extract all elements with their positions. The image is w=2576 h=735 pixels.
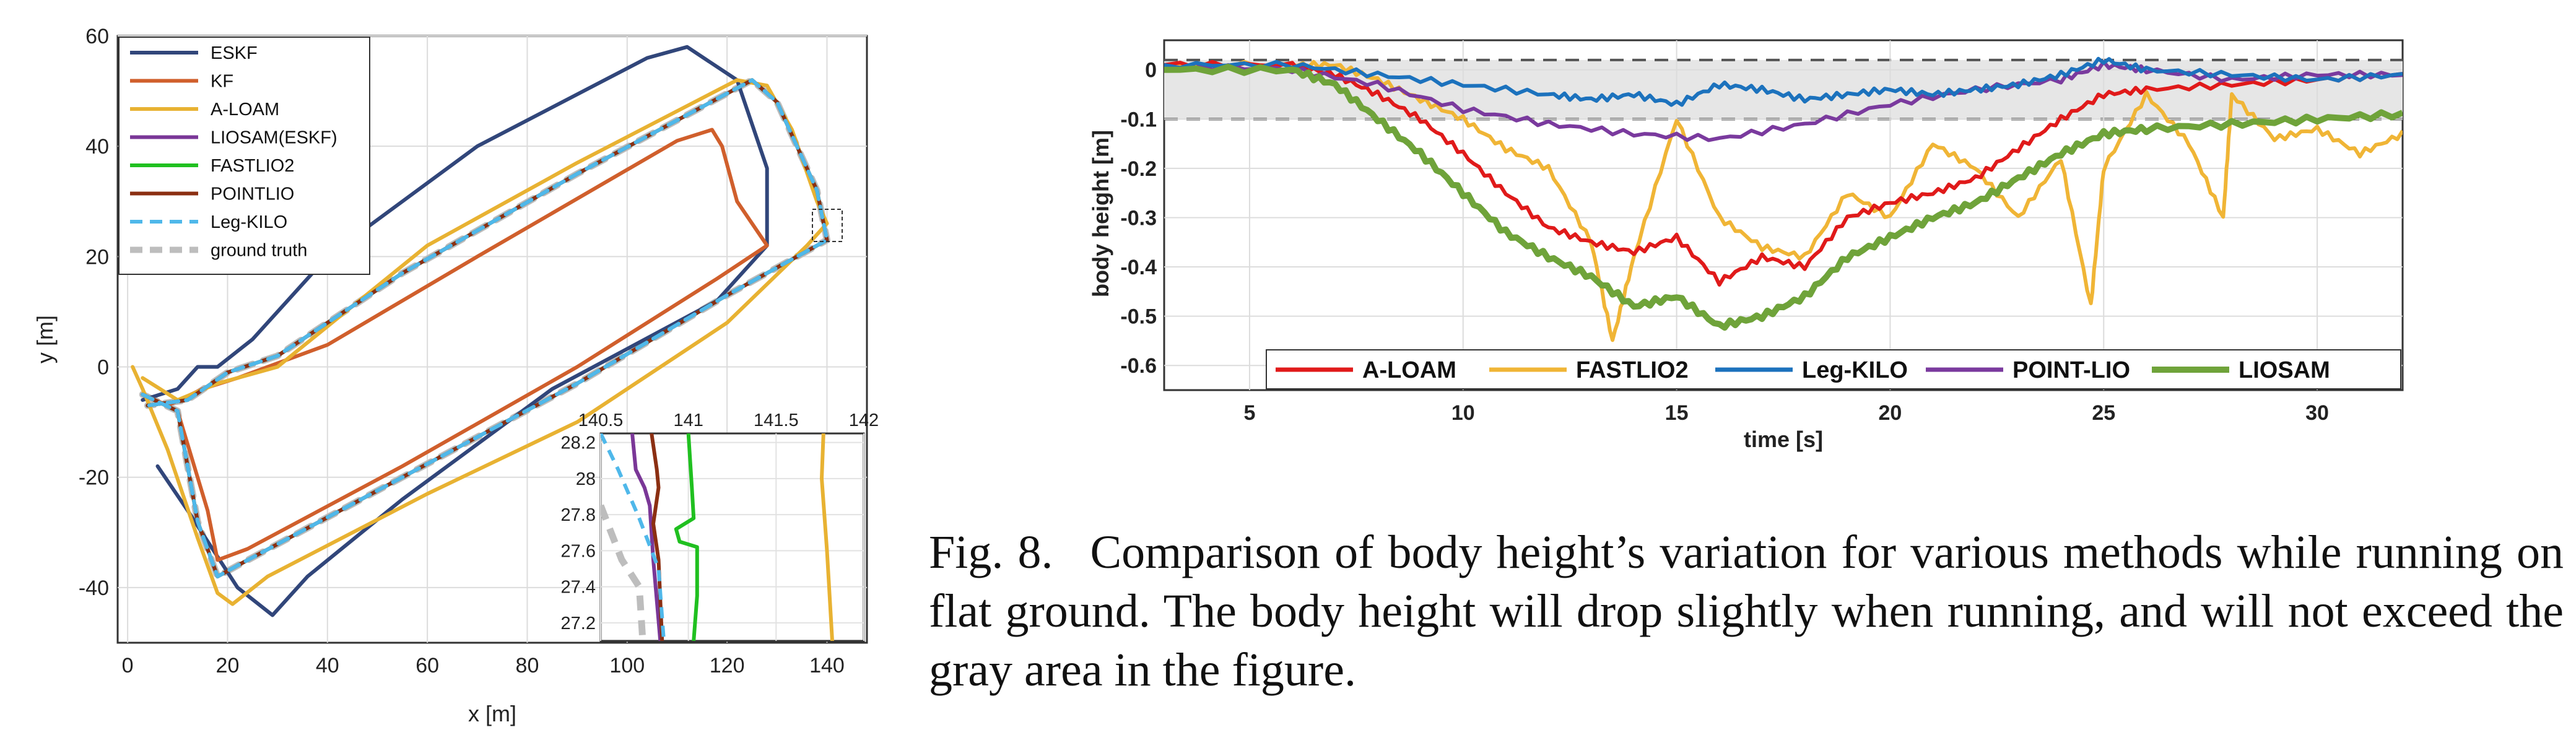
y-tick-label: -20	[79, 466, 109, 490]
figure-caption-text: Comparison of body height’s variation fo…	[929, 526, 2564, 696]
legend-label-point-lio: POINT-LIO	[2012, 357, 2130, 383]
series-line-leg-kilo	[141, 78, 829, 579]
inset-line-a-loam	[820, 433, 834, 641]
trajectory-legend-box	[118, 37, 370, 275]
legend-label-a-loam: A-LOAM	[211, 100, 279, 120]
inset-y-tick-label: 27.6	[561, 541, 596, 561]
x-tick-label: 30	[2305, 401, 2329, 425]
body-height-y-ticks: 0 -0.1 -0.2 -0.3 -0.4 -0.5 -0.6	[1120, 59, 1157, 378]
y-tick-label: 0	[1145, 59, 1157, 82]
legend-label-pointlio: POINTLIO	[211, 185, 294, 204]
body-height-y-label: body height [m]	[1088, 130, 1113, 297]
inset-y-tick-label: 27.4	[561, 578, 596, 598]
inset-line-leg-kilo	[601, 433, 666, 641]
inset-y-tick-label: 28	[576, 469, 596, 489]
y-tick-label: 40	[85, 135, 109, 159]
x-tick-label: 10	[1451, 401, 1475, 425]
body-height-series	[1164, 56, 2403, 342]
x-tick-label: 80	[516, 654, 539, 677]
y-tick-label: -0.4	[1120, 256, 1157, 279]
body-height-x-label: time [s]	[1744, 427, 1823, 452]
legend-label-fastlio2: FASTLIO2	[211, 156, 294, 176]
body-height-x-ticks: 5 10 15 20 25 30	[1243, 401, 2329, 425]
y-tick-label: -0.6	[1120, 354, 1157, 378]
y-tick-label: 20	[85, 245, 109, 269]
x-tick-label: 0	[122, 654, 134, 677]
zoom-region-marker	[812, 209, 843, 242]
inset-x-tick-label: 141	[673, 411, 703, 430]
inset-line-ground-truth	[601, 504, 646, 641]
x-tick-label: 20	[1878, 401, 1902, 425]
y-tick-label: -40	[79, 576, 109, 600]
x-tick-label: 120	[710, 654, 745, 677]
trajectory-x-ticks: 0 20 40 60 80 100 120 140	[122, 654, 845, 677]
x-tick-label: 40	[316, 654, 339, 677]
y-tick-label: -0.5	[1120, 305, 1157, 329]
x-tick-label: 140	[809, 654, 845, 677]
series-line-a-loam	[1164, 59, 2403, 287]
series-line-liosam	[1164, 63, 2403, 331]
legend-label-liosam-eskf: LIOSAM(ESKF)	[211, 128, 337, 148]
inset-y-tick-label: 27.2	[561, 614, 596, 633]
body-height-plot: 5 10 15 20 25 30 0 -0.1 -0.2 -0.3 -0.4 -0.5 -0.6 ti…	[1088, 39, 2404, 452]
series-line-eskf	[141, 45, 769, 617]
trajectory-series	[131, 45, 830, 617]
legend-label-leg-kilo: Leg-KILO	[1802, 357, 1908, 383]
x-tick-label: 100	[609, 654, 645, 677]
x-tick-label: 25	[2092, 401, 2115, 425]
body-height-legend: A-LOAM FASTLIO2 Leg-KILO POINT-LIO LIOSAM	[1266, 349, 2401, 389]
legend-label-kf: KF	[211, 72, 233, 92]
legend-label-leg-kilo: Leg-KILO	[211, 212, 287, 232]
y-tick-label: 0	[97, 356, 109, 380]
inset-line-liosam-eskf	[630, 433, 663, 641]
legend-label-fastlio2: FASTLIO2	[1576, 357, 1689, 383]
series-line-leg-kilo	[1164, 56, 2403, 107]
figure-caption: Fig. 8. Comparison of body height’s varia…	[929, 523, 2564, 700]
inset-x-tick-label: 141.5	[754, 411, 799, 430]
inset-x-tick-label: 140.5	[578, 411, 624, 430]
x-tick-label: 5	[1243, 401, 1255, 425]
x-tick-label: 60	[416, 654, 439, 677]
x-tick-label: 15	[1665, 401, 1689, 425]
zoom-inset: 140.5 141 141.5 142 28.2 28 27.8 27.6 27.4 27.2	[561, 411, 879, 642]
inset-line-fastlio2	[674, 433, 699, 641]
inset-y-tick-label: 27.8	[561, 505, 596, 525]
y-tick-label: -0.2	[1120, 157, 1157, 181]
legend-label-a-loam: A-LOAM	[1362, 357, 1456, 383]
y-tick-label: -0.3	[1120, 206, 1157, 230]
legend-label-ground-truth: ground truth	[211, 241, 307, 261]
y-tick-label: 60	[85, 25, 109, 48]
trajectory-y-label: y [m]	[32, 315, 58, 363]
x-tick-label: 20	[216, 654, 240, 677]
inset-x-tick-label: 142	[849, 411, 879, 430]
legend-label-eskf: ESKF	[211, 43, 258, 63]
trajectory-plot: 0 20 40 60 80 100 120 140 60 40 20 0 -20 -40 x [m] y…	[32, 25, 879, 726]
inset-y-tick-label: 28.2	[561, 433, 596, 453]
trajectory-legend: ESKF KF A-LOAM LIOSAM(ESKF) FASTLIO2 POINTLIO…	[118, 37, 370, 275]
figure-caption-label: Fig. 8.	[929, 526, 1053, 578]
legend-label-liosam: LIOSAM	[2239, 357, 2330, 383]
y-tick-label: -0.1	[1120, 108, 1157, 131]
trajectory-x-label: x [m]	[468, 701, 516, 726]
trajectory-y-ticks: 60 40 20 0 -20 -40	[79, 25, 109, 600]
series-line-fastlio2	[1164, 59, 2403, 342]
